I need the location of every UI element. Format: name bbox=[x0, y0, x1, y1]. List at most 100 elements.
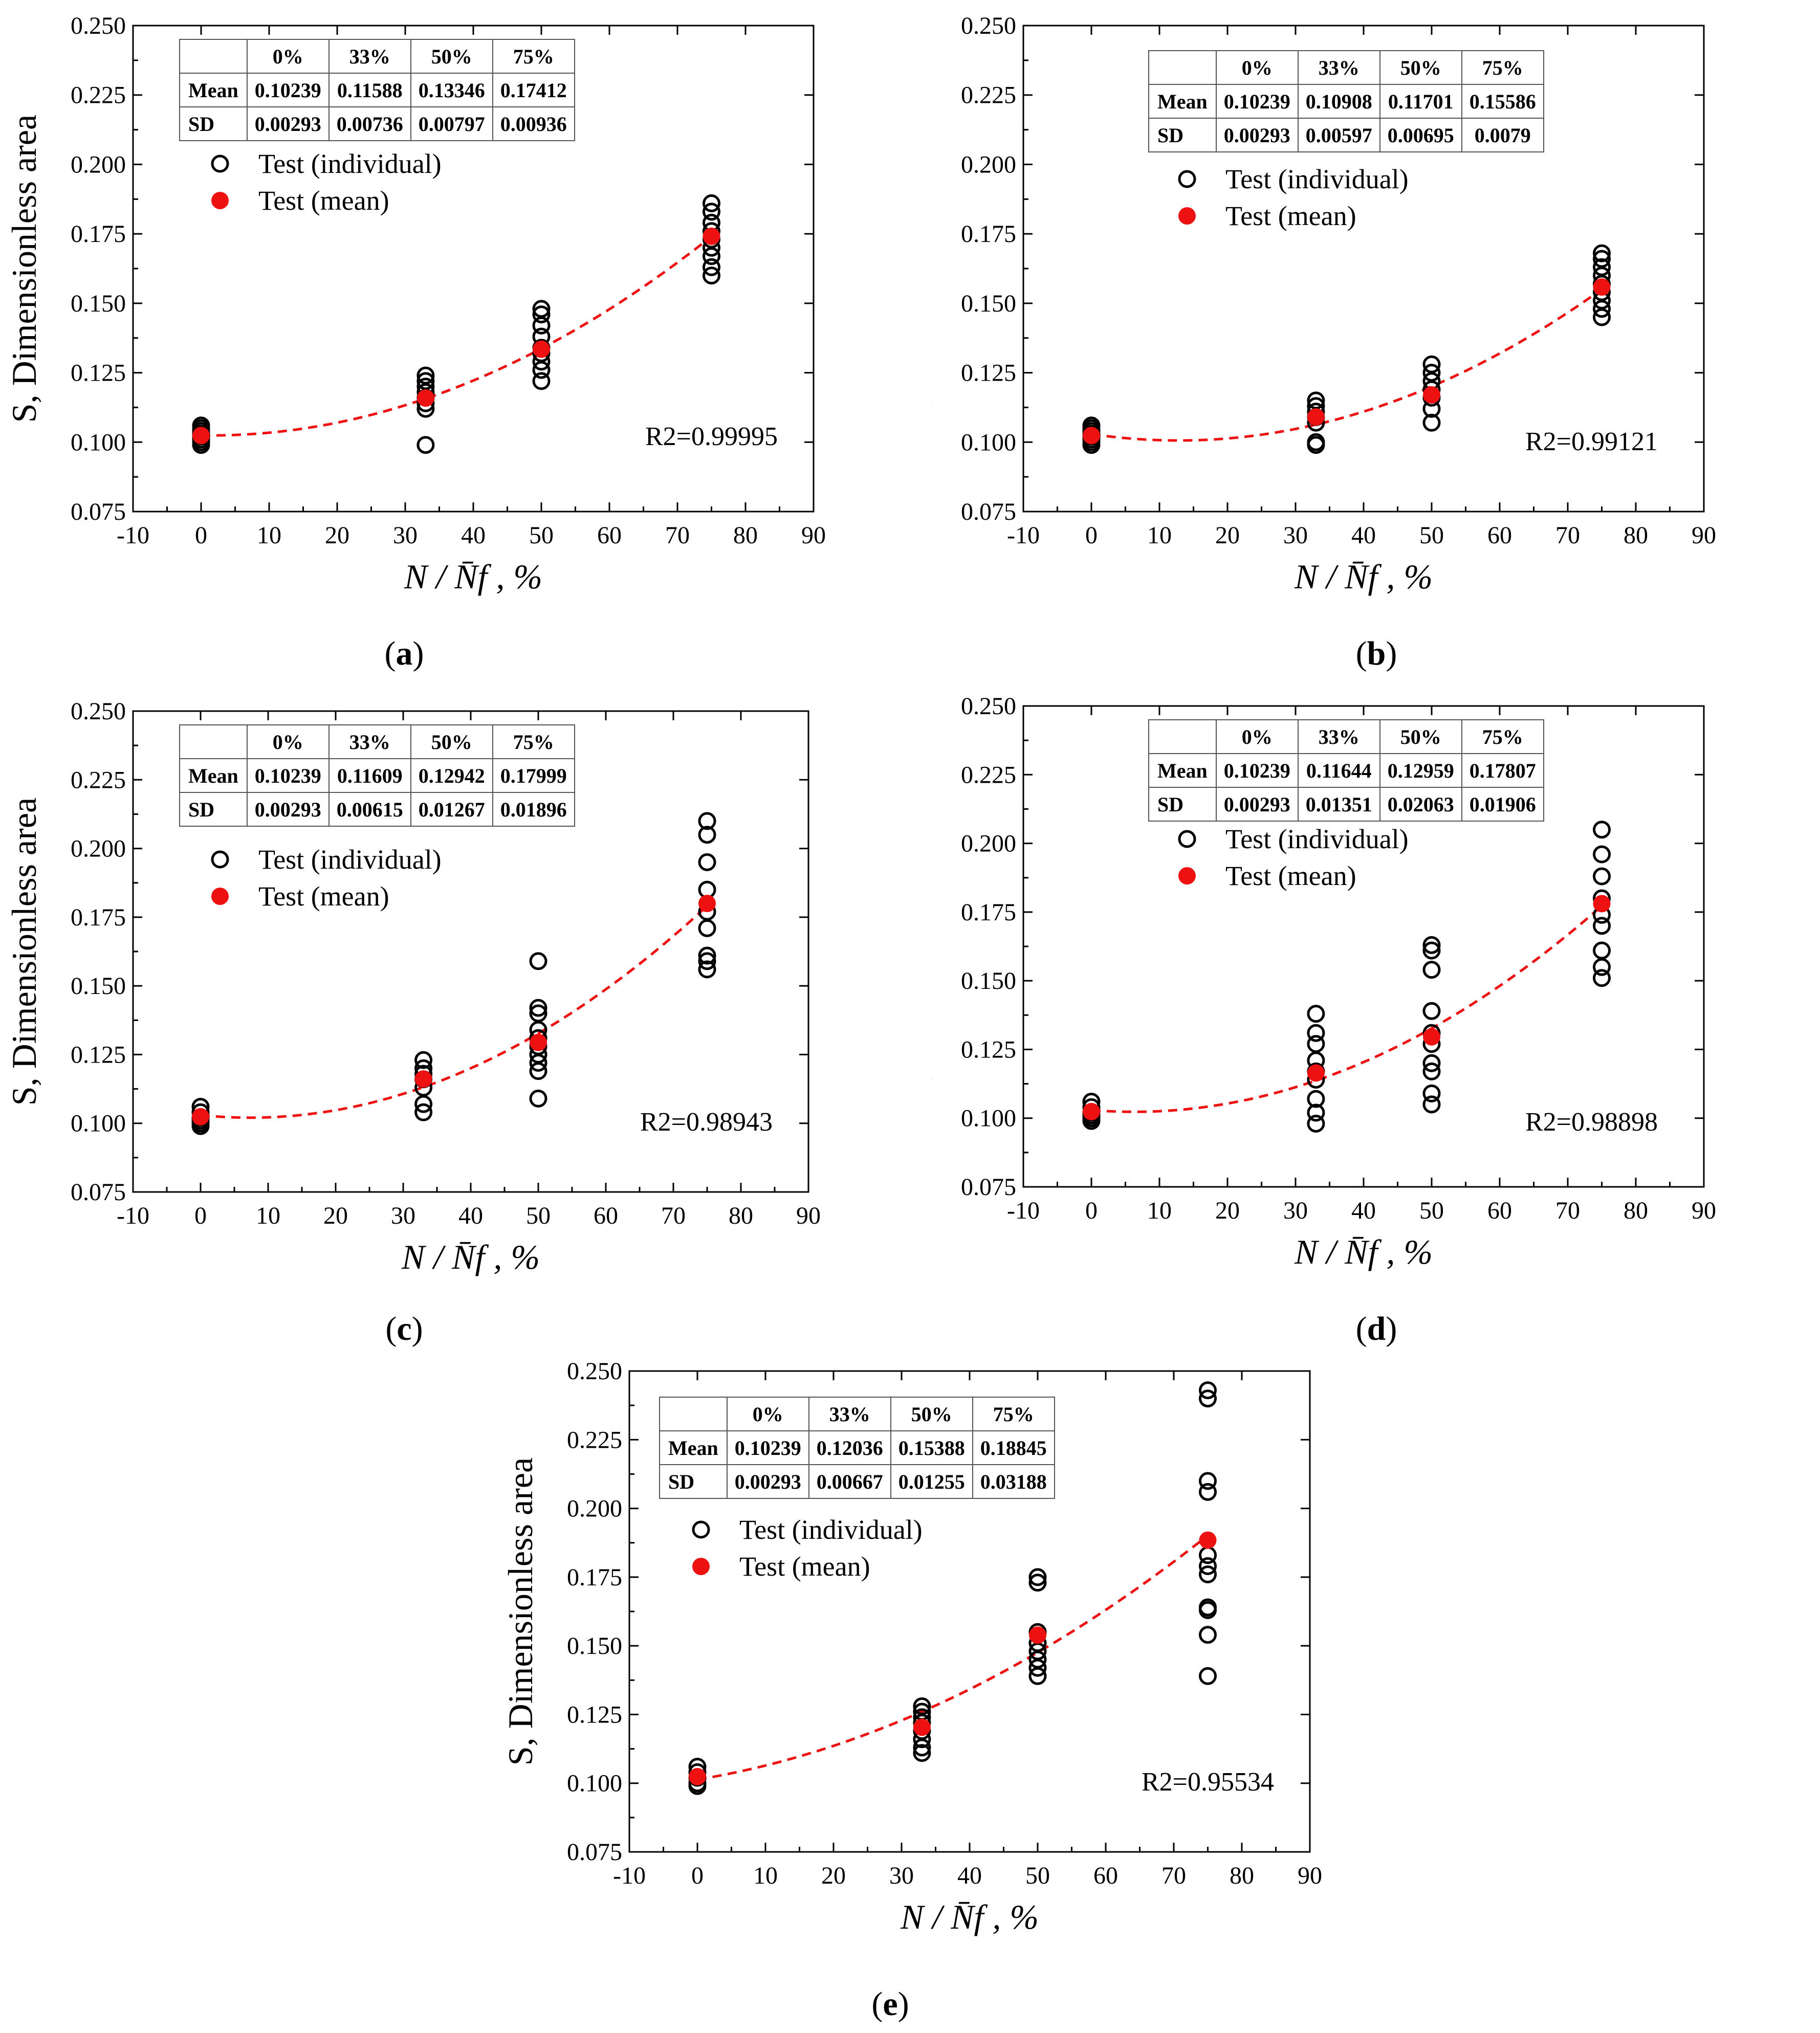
x-tick-label: 80 bbox=[1230, 1862, 1254, 1889]
stats-cell: 0.00293 bbox=[246, 792, 330, 827]
caption-a: (a) bbox=[384, 635, 424, 672]
stats-cell: 0.11701 bbox=[1379, 84, 1462, 119]
y-tick-label: 0.200 bbox=[71, 151, 126, 178]
individual-point bbox=[703, 194, 720, 212]
individual-point bbox=[416, 366, 435, 385]
x-tick-label: -10 bbox=[117, 522, 149, 549]
stats-header: 75% bbox=[1461, 50, 1544, 85]
legend-label-individual: Test (individual) bbox=[739, 1514, 923, 1545]
individual-point bbox=[414, 1051, 433, 1069]
y-axis-label: S, Dimensionless area bbox=[931, 792, 934, 1100]
x-axis-label: N / N̄f , % bbox=[401, 1238, 540, 1276]
fit-curve bbox=[697, 1534, 1209, 1781]
y-tick-label: 0.100 bbox=[71, 1110, 126, 1137]
y-tick-label: 0.150 bbox=[71, 973, 126, 1000]
stats-table-b: 0% 33% 50% 75% Mean 0.10239 0.10908 0.11701 0.1… bbox=[1148, 50, 1544, 152]
y-tick-label: 0.225 bbox=[567, 1426, 622, 1453]
individual-point bbox=[1593, 244, 1611, 262]
chart-a-svg: -10 0 10 20 30 40 50 60 70 80 90 0.075 0.100 0.125 0.1… bbox=[10, 12, 826, 596]
stats-cell: 0.00667 bbox=[808, 1464, 891, 1499]
stats-cell: 0.12959 bbox=[1379, 753, 1462, 788]
mean-point bbox=[698, 895, 716, 913]
individual-point bbox=[698, 853, 716, 871]
x-axis-label: N / N̄f , % bbox=[1294, 557, 1433, 596]
mean-point bbox=[416, 389, 434, 407]
stats-table-d: 0% 33% 50% 75% Mean 0.10239 0.11644 0.12959 0.1… bbox=[1148, 719, 1544, 822]
legend-marker-mean bbox=[1178, 867, 1196, 885]
individual-point bbox=[1422, 936, 1441, 954]
y-tick-label: 0.100 bbox=[961, 1105, 1016, 1132]
stats-cell: 0.00695 bbox=[1379, 118, 1462, 152]
x-tick-label: -10 bbox=[1007, 522, 1040, 549]
individual-point bbox=[532, 300, 551, 318]
y-tick-label: 0.175 bbox=[567, 1564, 622, 1591]
y-tick-label: 0.100 bbox=[71, 429, 126, 456]
stats-row-label: SD bbox=[1148, 118, 1217, 152]
x-tick-label: 70 bbox=[1555, 1197, 1580, 1224]
legend-label-individual: Test (individual) bbox=[1225, 164, 1409, 194]
x-tick-label: 10 bbox=[256, 1202, 280, 1229]
x-tick-label: 20 bbox=[325, 522, 349, 549]
y-tick-label: 0.250 bbox=[567, 1358, 622, 1385]
individual-point bbox=[913, 1697, 931, 1715]
x-tick-label: 40 bbox=[461, 522, 486, 549]
y-tick-label: 0.150 bbox=[961, 967, 1016, 995]
x-tick-label: 30 bbox=[889, 1862, 914, 1889]
chart-panel-c: -10 0 10 20 30 40 50 60 70 80 90 0.075 0.100 0.125 0.1… bbox=[10, 680, 880, 1330]
stats-cell: 0.10239 bbox=[246, 73, 330, 107]
mean-point bbox=[414, 1070, 432, 1088]
legend-label-mean: Test (mean) bbox=[1225, 860, 1356, 891]
caption-c: (c) bbox=[385, 1310, 423, 1347]
x-tick-label: 10 bbox=[1147, 1197, 1172, 1224]
individual-point bbox=[1307, 391, 1325, 410]
individual-point bbox=[1199, 1483, 1217, 1501]
x-tick-label: 90 bbox=[796, 1202, 821, 1229]
stats-header: 33% bbox=[328, 39, 411, 74]
x-tick-label: 80 bbox=[1624, 522, 1648, 549]
x-tick-label: 80 bbox=[729, 1202, 753, 1229]
individual-point bbox=[1422, 941, 1441, 960]
stats-header: 50% bbox=[410, 724, 493, 759]
y-tick-label: 0.250 bbox=[961, 12, 1016, 39]
individual-point bbox=[414, 1103, 433, 1121]
individual-point bbox=[529, 999, 547, 1017]
y-tick-label: 0.200 bbox=[567, 1495, 622, 1522]
x-tick-label: 0 bbox=[691, 1862, 704, 1889]
x-tick-label: 20 bbox=[1215, 1197, 1240, 1224]
stats-header: 0% bbox=[1215, 719, 1299, 754]
individual-point bbox=[1593, 958, 1611, 976]
mean-point bbox=[192, 1108, 209, 1125]
x-tick-label: 40 bbox=[957, 1862, 982, 1889]
stats-cell: 0.00293 bbox=[1215, 787, 1299, 822]
y-tick-label: 0.075 bbox=[567, 1839, 622, 1866]
legend-marker-mean bbox=[692, 1558, 710, 1575]
stats-cell: 0.10239 bbox=[726, 1430, 809, 1465]
individual-point bbox=[1028, 1574, 1047, 1592]
stats-cell: 0.01906 bbox=[1461, 787, 1544, 822]
chart-e-svg: -10 0 10 20 30 40 50 60 70 80 90 0.075 0.100 0.125 0.1… bbox=[501, 1358, 1322, 1936]
individual-point bbox=[416, 372, 435, 390]
stats-cell: 0.0079 bbox=[1461, 118, 1544, 152]
caption-letter: e bbox=[883, 1985, 898, 2023]
individual-point bbox=[1028, 1568, 1047, 1586]
stats-header: 0% bbox=[246, 724, 330, 759]
individual-point bbox=[703, 267, 720, 285]
y-tick-label: 0.250 bbox=[71, 12, 126, 39]
stats-header: 0% bbox=[1215, 50, 1299, 85]
y-tick-label: 0.250 bbox=[961, 693, 1016, 720]
x-tick-label: 70 bbox=[665, 522, 690, 549]
x-tick-label: 10 bbox=[753, 1862, 778, 1889]
r2-label: R2=0.98898 bbox=[1525, 1108, 1658, 1137]
mean-point bbox=[192, 427, 210, 445]
individual-point bbox=[698, 960, 716, 979]
caption-letter: c bbox=[397, 1310, 412, 1347]
x-tick-label: 60 bbox=[1487, 522, 1512, 549]
y-tick-label: 0.200 bbox=[71, 835, 126, 863]
y-tick-label: 0.200 bbox=[961, 151, 1016, 178]
caption-e: (e) bbox=[871, 1985, 909, 2023]
stats-cell: 0.17412 bbox=[492, 73, 575, 107]
y-tick-label: 0.250 bbox=[71, 698, 126, 725]
legend-marker-individual bbox=[1178, 170, 1196, 188]
y-tick-label: 0.200 bbox=[961, 830, 1016, 857]
chart-c-svg: -10 0 10 20 30 40 50 60 70 80 90 0.075 0.100 0.125 0.1… bbox=[10, 698, 821, 1276]
